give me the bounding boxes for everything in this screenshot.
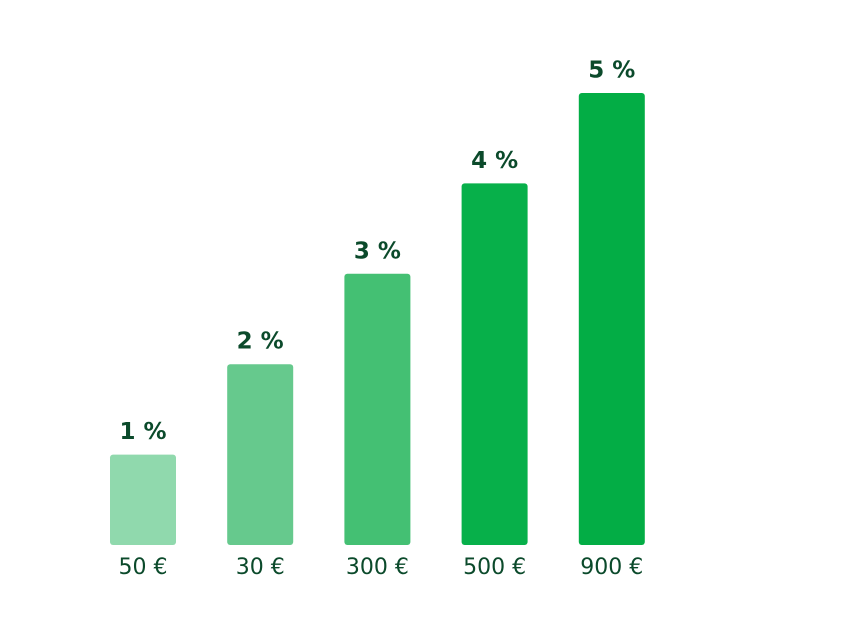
bar — [578, 93, 645, 545]
bar — [461, 183, 528, 545]
value-label: 1 % — [119, 419, 166, 445]
x-tick-label: 300 € — [346, 555, 409, 580]
x-tick-label: 50 € — [119, 555, 168, 580]
x-tick-label: 30 € — [236, 555, 285, 580]
bar — [344, 273, 411, 545]
x-tick-label: 500 € — [463, 555, 526, 580]
value-label: 5 % — [588, 58, 635, 84]
value-label: 3 % — [354, 238, 401, 264]
x-tick-label: 900 € — [580, 555, 643, 580]
value-label: 4 % — [471, 148, 518, 174]
bar — [227, 364, 294, 545]
value-label: 2 % — [237, 329, 284, 355]
bar — [110, 454, 176, 545]
